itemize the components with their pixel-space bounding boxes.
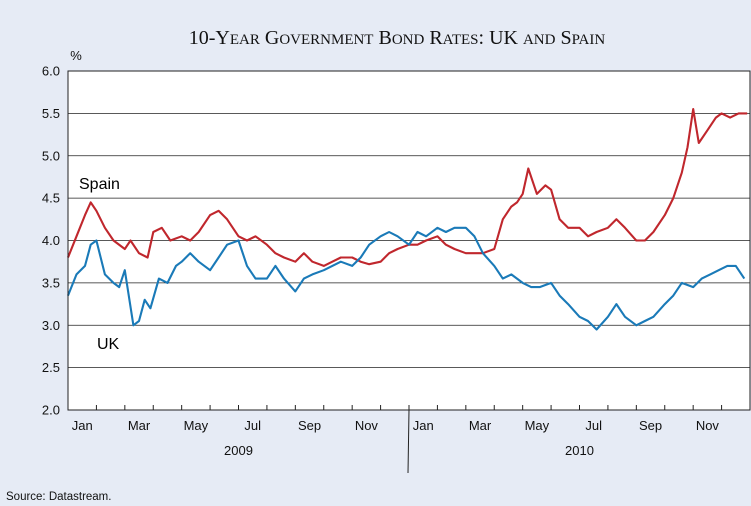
y-tick-label: 5.0 — [42, 148, 60, 163]
x-tick-label: May — [525, 418, 550, 433]
y-tick-label: 2.5 — [42, 360, 60, 375]
series-line-spain — [67, 108, 748, 267]
x-year-label: 2009 — [224, 443, 253, 458]
y-tick-label: 3.5 — [42, 275, 60, 290]
series-lines — [67, 108, 748, 331]
axes: Jan Mar May Jul Sep Nov Jan Mar May Jul Sep Nov 2009… — [67, 70, 751, 474]
x-tick-label: Sep — [298, 418, 321, 433]
x-tick-label: Jul — [585, 418, 602, 433]
x-tick-label: Sep — [639, 418, 662, 433]
y-tick-label: 4.0 — [42, 233, 60, 248]
year-divider — [407, 409, 410, 474]
x-tick-label: Nov — [696, 418, 720, 433]
y-tick-label: 4.5 — [42, 191, 60, 206]
x-tick-label: Jul — [244, 418, 261, 433]
series-label-spain: Spain — [79, 176, 120, 193]
y-tick-label: 5.5 — [42, 106, 60, 121]
series-line-uk — [67, 226, 746, 331]
y-axis-unit: % — [70, 48, 82, 63]
x-tick-label: May — [184, 418, 209, 433]
x-tick-label: Nov — [355, 418, 379, 433]
x-year-label: 2010 — [565, 443, 594, 458]
series-label-uk: UK — [97, 336, 120, 353]
x-tick-label: Jan — [413, 418, 434, 433]
y-tick-label: 2.0 — [42, 403, 60, 418]
x-tick-label: Mar — [128, 418, 151, 433]
x-tick-label: Mar — [469, 418, 492, 433]
y-tick-label: 3.0 — [42, 318, 60, 333]
source-note: Source: Datastream. — [6, 491, 111, 503]
chart-title: 10-YEAR GOVERNMENT BOND RATES: UK AND SP… — [189, 27, 606, 49]
x-tick-label: Jan — [72, 418, 93, 433]
y-tick-label: 6.0 — [42, 64, 60, 79]
